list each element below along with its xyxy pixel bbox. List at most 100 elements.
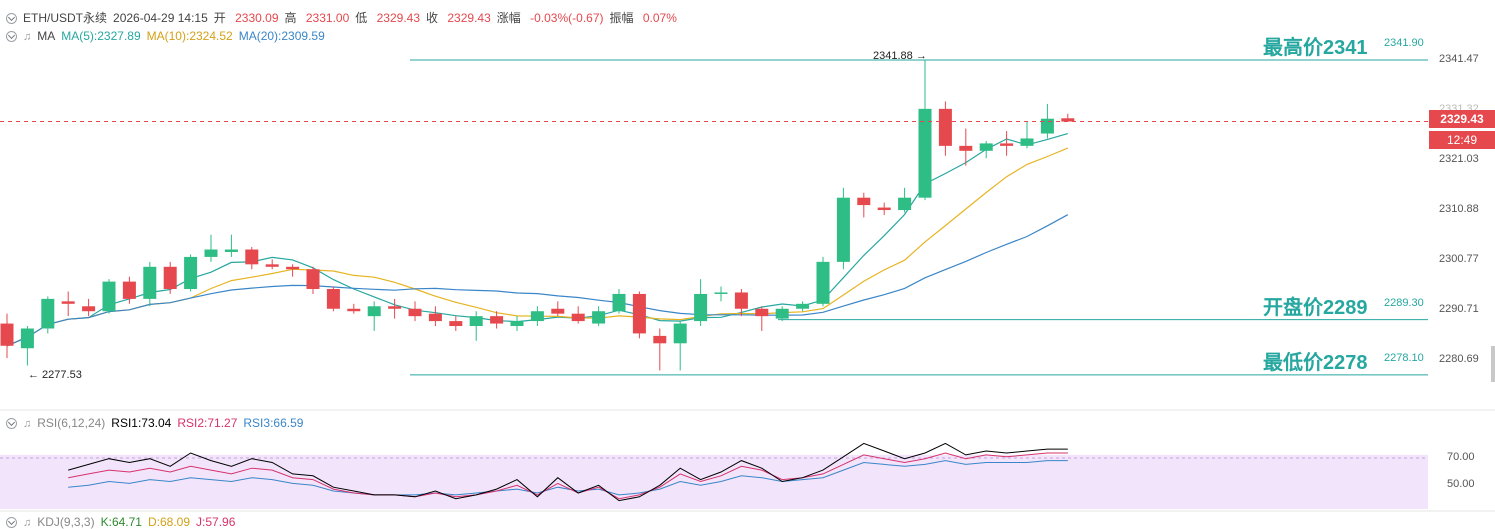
rsi-axis-label: 70.00: [1447, 451, 1475, 463]
candle-down: [265, 264, 279, 267]
candle-up: [694, 293, 708, 322]
highest-price-value: 2341.90: [1384, 37, 1424, 49]
candle-down: [245, 249, 259, 265]
last-price-tag: 2329.43: [1429, 110, 1495, 128]
pane-resize-handle[interactable]: [1491, 346, 1495, 382]
candle-up: [714, 292, 728, 294]
amp-value: 0.07%: [642, 11, 677, 25]
kdj-j-value: J:57.96: [196, 515, 236, 529]
rsi-axis-label: 50.00: [1447, 478, 1475, 490]
candle-down: [877, 207, 891, 211]
symbol: ETH/USDT永续: [23, 11, 108, 25]
candle-down: [286, 266, 300, 270]
kdj-bell-icon[interactable]: ♫: [23, 517, 32, 529]
candle-up: [816, 261, 830, 304]
lowest-price-annotation: 最低价2278: [1263, 352, 1368, 374]
candle-up: [143, 266, 157, 299]
change-label: 涨幅: [496, 11, 521, 25]
ma-collapse-icon[interactable]: [6, 31, 17, 42]
candle-down: [61, 301, 75, 304]
rsi-label: RSI(6,12,24): [37, 416, 106, 430]
candle-up: [775, 308, 789, 319]
candles: [0, 60, 1075, 371]
close-label: 收: [426, 11, 439, 25]
candle-up: [224, 249, 238, 252]
open-value: 2330.09: [235, 11, 279, 25]
kdj-legend: ♫ KDJ(9,3,3) K:64.71 D:68.09 J:57.96: [6, 515, 241, 529]
candle-up: [1040, 118, 1054, 134]
axis-label: 2341.47: [1439, 53, 1479, 65]
candle-up: [184, 256, 198, 290]
countdown-tag: 12:49: [1429, 131, 1495, 149]
trough-marker: ← 2277.53: [28, 369, 82, 381]
rsi-collapse-icon[interactable]: [6, 418, 17, 429]
header-row: ETH/USDT永续 2026-04-29 14:15 开 2330.09 高 233…: [6, 9, 683, 26]
axis-label: 2280.69: [1439, 353, 1479, 365]
candle-up: [612, 293, 626, 312]
candle-down: [1061, 118, 1075, 122]
axis-label: 2300.77: [1439, 253, 1479, 265]
candle-up: [41, 298, 55, 329]
candle-up: [673, 323, 687, 344]
candle-up: [898, 197, 912, 211]
candle-up: [102, 281, 116, 312]
rsi2-line: [68, 452, 1068, 500]
kdj-k-value: K:64.71: [100, 515, 142, 529]
candle-down: [347, 308, 361, 312]
high-label: 高: [284, 11, 297, 25]
low-label: 低: [355, 11, 368, 25]
candle-down: [632, 293, 646, 334]
amp-label: 振幅: [609, 11, 634, 25]
rsi-bell-icon[interactable]: ♫: [23, 418, 32, 430]
candle-up: [469, 316, 483, 327]
candle-up: [592, 311, 606, 324]
axis-label: 2290.71: [1439, 303, 1479, 315]
high-value: 2331.00: [305, 11, 350, 25]
candle-down: [857, 197, 871, 206]
candle-up: [510, 321, 524, 327]
candle-up: [918, 108, 932, 198]
candle-up: [20, 328, 34, 349]
lowest-price-value: 2278.10: [1384, 352, 1424, 364]
rsi1-value: RSI1:73.04: [111, 416, 172, 430]
low-value: 2329.43: [376, 11, 421, 25]
kdj-label: KDJ(9,3,3): [37, 515, 95, 529]
close-value: 2329.43: [447, 11, 491, 25]
rsi1-line: [68, 442, 1068, 502]
collapse-icon[interactable]: [6, 13, 17, 24]
rsi-lines: [68, 442, 1068, 502]
ma-label: MA: [37, 29, 56, 43]
candle-down: [571, 313, 585, 322]
candle-down: [1000, 143, 1014, 146]
candle-up: [836, 197, 850, 262]
candle-down: [734, 292, 748, 309]
highest-price-annotation: 最高价2341: [1263, 37, 1368, 59]
ma-legend: ♫ MA MA(5):2327.89 MA(10):2324.52 MA(20):230…: [6, 29, 331, 43]
candle-down: [122, 281, 136, 299]
candle-up: [796, 303, 810, 309]
candle-down: [0, 323, 14, 346]
candle-up: [367, 306, 381, 317]
kdj-collapse-icon[interactable]: [6, 517, 17, 528]
ma10-value: MA(10):2324.52: [146, 29, 233, 43]
bell-icon[interactable]: ♫: [23, 31, 32, 43]
ma20-line: [6, 214, 1069, 347]
rsi-band-group: [0, 454, 1428, 509]
candle-down: [449, 321, 463, 327]
open-price-value: 2289.30: [1384, 297, 1424, 309]
axis-label: 2321.03: [1439, 153, 1479, 165]
candle-up: [979, 143, 993, 151]
candle-up: [204, 249, 218, 257]
axis-label: 2310.88: [1439, 203, 1479, 215]
ma20-value: MA(20):2309.59: [238, 29, 325, 43]
rsi-band: [0, 454, 1428, 509]
candle-down: [306, 269, 320, 290]
reference-lines: [410, 59, 1428, 376]
ma5-value: MA(5):2327.89: [61, 29, 141, 43]
datetime: 2026-04-29 14:15: [113, 11, 208, 25]
rsi3-value: RSI3:66.59: [243, 416, 304, 430]
candle-down: [755, 308, 769, 317]
candle-down: [938, 108, 952, 146]
rsi-legend: ♫ RSI(6,12,24) RSI1:73.04 RSI2:71.27 RSI3:66…: [6, 416, 309, 430]
